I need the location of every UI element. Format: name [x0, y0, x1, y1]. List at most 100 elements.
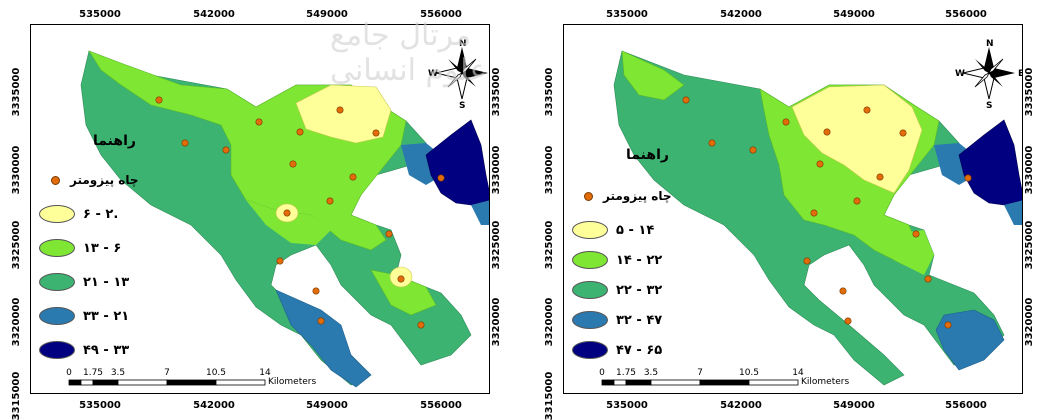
zone-6-13 — [246, 200, 331, 245]
well-marker — [155, 96, 163, 104]
well-marker — [417, 321, 425, 329]
map-canvas — [601, 47, 1022, 386]
legend-swatch — [572, 341, 608, 359]
legend-class-4: ۳۲ - ۴۷ — [572, 311, 662, 329]
x-tick: 542000 — [720, 400, 762, 411]
well-marker — [944, 321, 952, 329]
well-marker — [863, 106, 871, 114]
zone-21-33 — [471, 200, 489, 225]
legend-class-5: ۴۷ - ۶۵ — [572, 341, 662, 359]
legend-swatch — [572, 281, 608, 299]
legend-class-label: ۲۱ - ۱۳ — [83, 274, 130, 290]
legend-swatch — [572, 221, 608, 239]
well-marker — [283, 209, 291, 217]
scale-label: 1.75 — [82, 368, 104, 378]
legend-class-label: ۱۳ - ۶ — [83, 240, 122, 256]
well-marker — [839, 287, 847, 295]
y-tick: 3320000 — [10, 297, 22, 347]
well-marker — [289, 160, 297, 168]
well-marker — [876, 173, 884, 181]
compass-n: N — [986, 39, 994, 49]
well-marker — [255, 118, 263, 126]
legend-swatch — [39, 341, 75, 359]
legend-class-label: ۲۲ - ۳۲ — [616, 282, 663, 298]
zone-21-33 — [275, 289, 372, 388]
zone-14-22 — [621, 50, 685, 101]
zone-32-47 — [1004, 200, 1022, 225]
well-marker — [964, 174, 972, 182]
y-tick: 3320000 — [543, 297, 555, 347]
legend-class-3: ۲۱ - ۱۳ — [39, 273, 129, 291]
legend-class-5: ۴۹ - ۳۳ — [39, 341, 129, 359]
legend-class-1: ۶ - ۲. — [39, 205, 118, 223]
legend-class-2: ۱۳ - ۶ — [39, 239, 121, 257]
x-tick: 535000 — [606, 400, 648, 411]
y-tick: 3325000 — [490, 220, 502, 270]
legend-swatch — [39, 239, 75, 257]
y-tick: 3330000 — [543, 145, 555, 195]
x-tick: 535000 — [79, 400, 121, 411]
x-tick: 556000 — [420, 9, 462, 20]
legend-swatch — [572, 311, 608, 329]
y-tick: 3325000 — [1023, 220, 1035, 270]
map-frame: N S W E راهنما چاه پیزومتر ۵ - ۱۴ ۱۴ - ۲… — [563, 24, 1023, 394]
well-marker — [317, 317, 325, 325]
legend-swatch — [39, 307, 75, 325]
scale-label: 3.5 — [643, 368, 659, 378]
x-tick: 556000 — [945, 400, 987, 411]
legend-title: راهنما — [626, 147, 669, 163]
well-marker — [312, 287, 320, 295]
zone-47-65 — [958, 119, 1022, 206]
watermark: مرتال جامع علوم انسانی — [330, 18, 488, 88]
legend-class-label: ۴۷ - ۶۵ — [616, 342, 663, 358]
zone-5-14 — [791, 84, 923, 194]
scale-label: 0 — [599, 368, 605, 378]
well-marker — [924, 275, 932, 283]
x-tick: 542000 — [193, 400, 235, 411]
well-marker — [397, 275, 405, 283]
compass-w: W — [428, 69, 438, 79]
scale-bar — [68, 379, 266, 386]
well-marker — [899, 129, 907, 137]
well-marker — [349, 173, 357, 181]
scale-label: 7 — [697, 368, 703, 378]
x-tick: 549000 — [833, 400, 875, 411]
map-canvas — [68, 47, 489, 388]
y-tick: 3325000 — [543, 220, 555, 270]
scale-label: 1.75 — [615, 368, 637, 378]
zone-33-49 — [425, 119, 489, 206]
legend-well-label: چاه پیزومتر — [603, 189, 672, 203]
well-marker — [682, 96, 690, 104]
scale-label: 7 — [164, 368, 170, 378]
x-tick: 556000 — [420, 400, 462, 411]
legend-class-label: ۶ - ۲. — [83, 206, 119, 222]
scale-label: 14 — [792, 368, 804, 378]
x-tick: 549000 — [833, 9, 875, 20]
legend-class-label: ۳۳ - ۲۱ — [83, 308, 130, 324]
compass-n: N — [459, 39, 467, 49]
scale-label: 10.5 — [738, 368, 760, 378]
y-tick: 3315000 — [10, 371, 22, 420]
well-marker — [823, 128, 831, 136]
well-marker — [749, 146, 757, 154]
well-marker — [810, 209, 818, 217]
well-legend-icon — [51, 175, 60, 185]
compass-s: S — [459, 101, 466, 111]
well-marker — [782, 118, 790, 126]
well-marker — [372, 129, 380, 137]
legend-title: راهنما — [93, 133, 136, 149]
zone-0-6 — [295, 84, 392, 144]
well-marker — [326, 197, 334, 205]
x-tick: 535000 — [606, 9, 648, 20]
y-tick: 3315000 — [543, 371, 555, 420]
well-marker — [844, 317, 852, 325]
well-marker — [816, 160, 824, 168]
scale-label: 14 — [259, 368, 271, 378]
legend-swatch — [572, 251, 608, 269]
x-tick: 535000 — [79, 9, 121, 20]
y-tick: 3320000 — [490, 297, 502, 347]
y-tick: 3325000 — [10, 220, 22, 270]
well-marker — [708, 139, 716, 147]
well-marker — [222, 146, 230, 154]
north-arrow — [435, 47, 488, 100]
